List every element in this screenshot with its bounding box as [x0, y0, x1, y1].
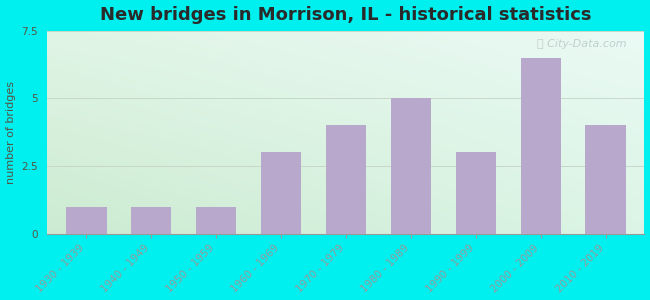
Text: ⓘ City-Data.com: ⓘ City-Data.com — [537, 39, 627, 49]
Bar — [391, 98, 431, 234]
Bar — [196, 207, 237, 234]
Bar — [326, 125, 366, 234]
Bar — [521, 58, 561, 234]
Bar — [131, 207, 172, 234]
Bar — [586, 125, 626, 234]
Bar — [66, 207, 107, 234]
Bar — [261, 152, 301, 234]
Title: New bridges in Morrison, IL - historical statistics: New bridges in Morrison, IL - historical… — [100, 6, 592, 24]
Bar — [456, 152, 496, 234]
Y-axis label: number of bridges: number of bridges — [6, 81, 16, 184]
